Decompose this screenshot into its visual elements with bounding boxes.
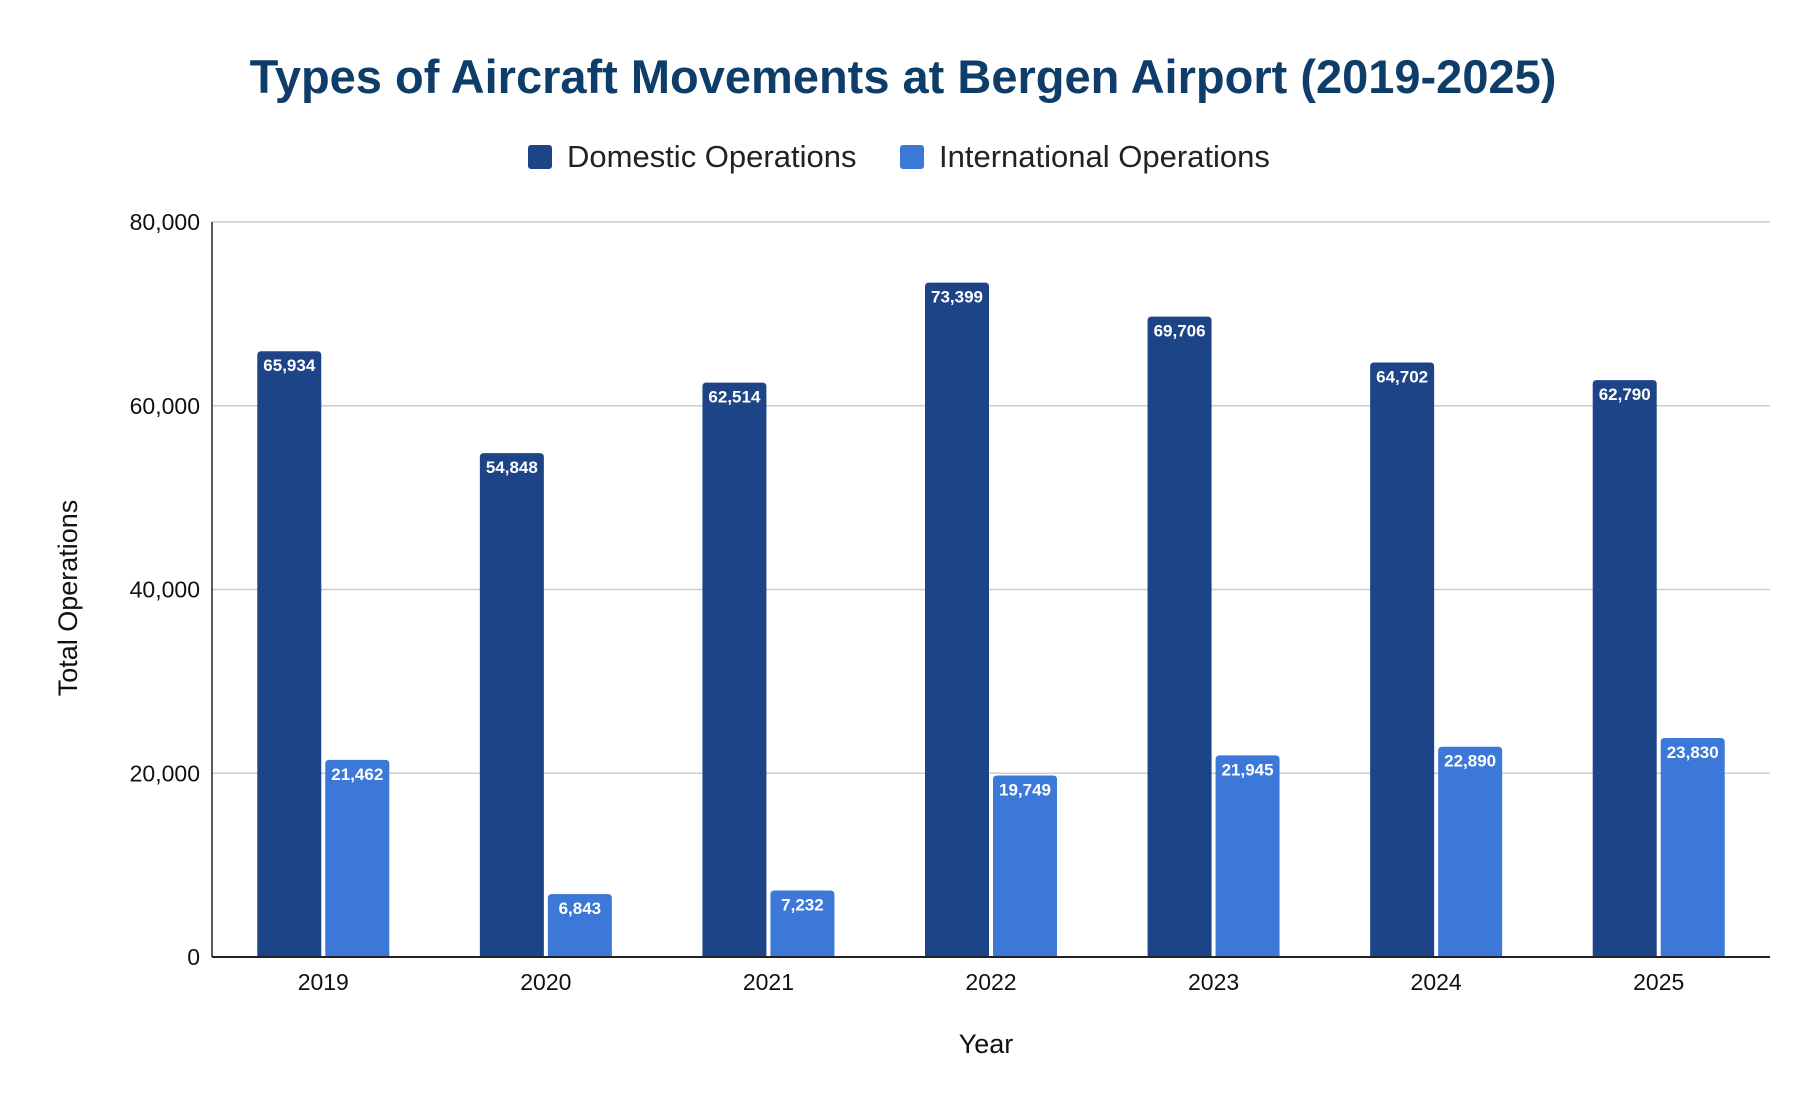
data-label-international-2020: 6,843 — [559, 899, 602, 918]
bar-domestic-2020 — [479, 453, 544, 957]
y-tick-label: 20,000 — [130, 760, 200, 786]
bar-domestic-2019 — [257, 351, 322, 957]
data-labels: 65,934 21,462 54,848 6,843 62,514 7,232 73,399… — [263, 288, 1718, 918]
bar-international-2023 — [1215, 755, 1280, 957]
legend-label-international: International Operations — [939, 139, 1270, 174]
bar-international-2024 — [1438, 746, 1503, 957]
bar-domestic-2022 — [925, 282, 989, 957]
data-label-international-2023: 21,945 — [1222, 760, 1274, 779]
legend-label-domestic: Domestic Operations — [567, 139, 856, 174]
x-axis-title: Year — [959, 1029, 1014, 1059]
data-label-domestic-2020: 54,848 — [486, 458, 538, 477]
x-tick-label: 2021 — [743, 969, 794, 995]
x-tick-label: 2020 — [520, 969, 571, 995]
bar-international-2025 — [1660, 738, 1725, 957]
bar-domestic-2024 — [1370, 362, 1435, 957]
legend-swatch-international — [900, 145, 924, 169]
x-tick-label: 2022 — [965, 969, 1016, 995]
x-tick-label: 2019 — [298, 969, 349, 995]
bar-international-2021 — [770, 890, 835, 957]
legend: Domestic Operations International Operat… — [528, 139, 1270, 174]
data-label-international-2025: 23,830 — [1667, 743, 1719, 762]
x-tick-label: 2025 — [1633, 969, 1684, 995]
y-axis-ticks: 0 20,000 40,000 60,000 80,000 — [130, 209, 200, 970]
y-tick-label: 0 — [187, 944, 200, 970]
data-label-international-2019: 21,462 — [331, 765, 383, 784]
data-label-international-2024: 22,890 — [1444, 752, 1496, 771]
bar-international-2020 — [547, 894, 612, 957]
x-tick-label: 2023 — [1188, 969, 1239, 995]
bars — [257, 282, 1725, 958]
data-label-domestic-2024: 64,702 — [1376, 368, 1428, 387]
y-axis-title: Total Operations — [53, 500, 83, 697]
y-tick-label: 80,000 — [130, 209, 200, 235]
bar-international-2022 — [993, 775, 1057, 957]
data-label-domestic-2023: 69,706 — [1154, 322, 1206, 341]
data-label-international-2021: 7,232 — [781, 896, 824, 915]
data-label-domestic-2025: 62,790 — [1599, 385, 1651, 404]
data-label-domestic-2021: 62,514 — [708, 388, 761, 407]
data-label-domestic-2022: 73,399 — [931, 288, 983, 307]
bar-domestic-2023 — [1147, 316, 1212, 957]
y-tick-label: 60,000 — [130, 393, 200, 419]
y-tick-label: 40,000 — [130, 577, 200, 603]
x-tick-label: 2024 — [1411, 969, 1462, 995]
bar-domestic-2021 — [702, 382, 767, 958]
bar-domestic-2025 — [1592, 380, 1657, 957]
data-label-international-2022: 19,749 — [999, 781, 1051, 800]
bar-international-2019 — [325, 759, 390, 957]
legend-swatch-domestic — [528, 145, 552, 169]
data-label-domestic-2019: 65,934 — [263, 356, 316, 375]
x-axis-ticks: 2019 2020 2021 2022 2023 2024 2025 — [298, 969, 1685, 995]
gridlines — [212, 221, 1770, 774]
chart-title: Types of Aircraft Movements at Bergen Ai… — [250, 50, 1557, 103]
